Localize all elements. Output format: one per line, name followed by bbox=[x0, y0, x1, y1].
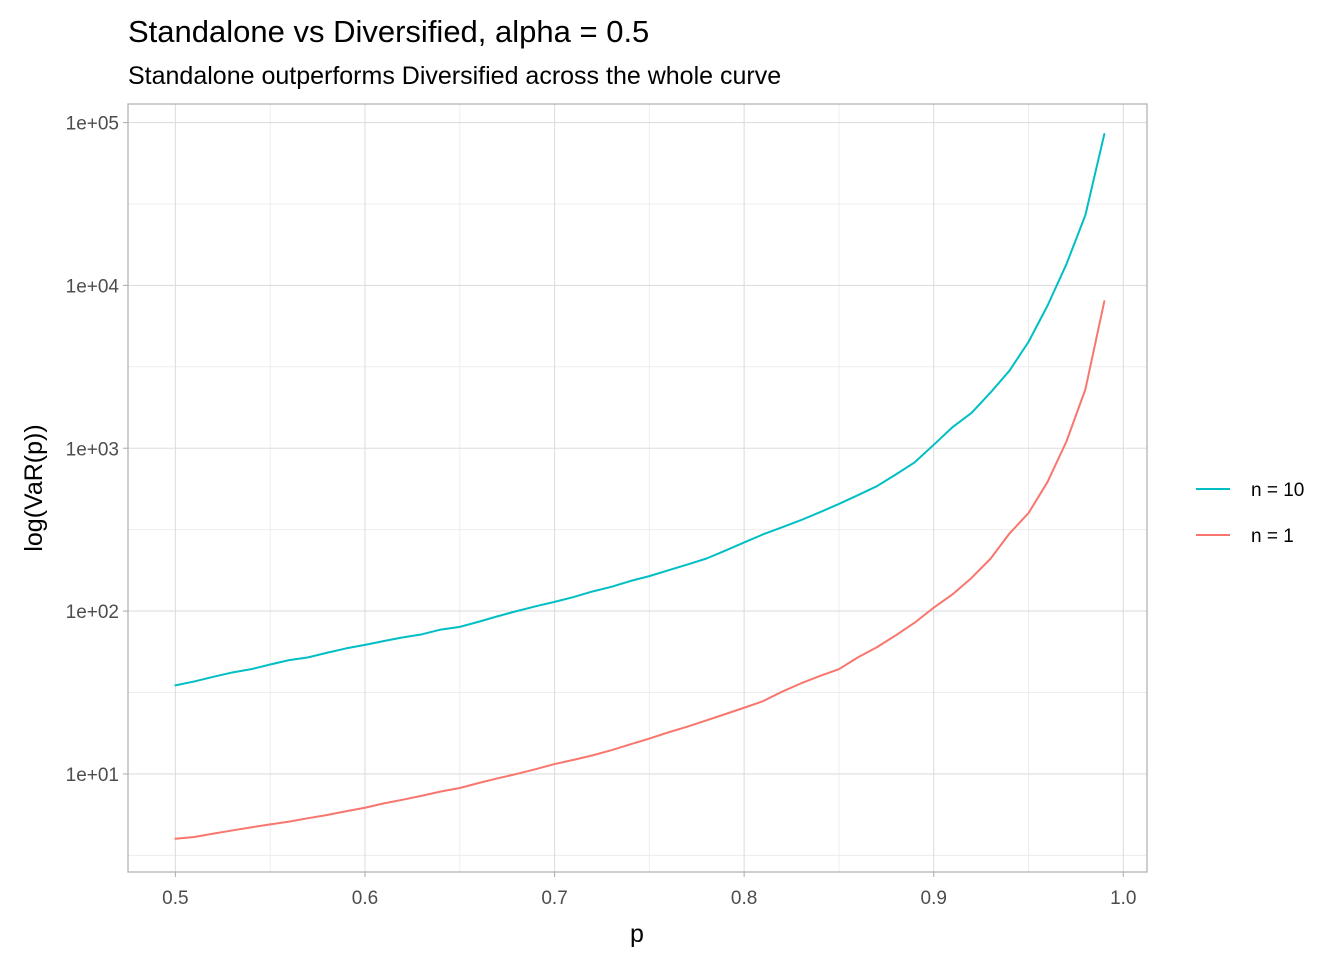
y-tick-label: 1e+04 bbox=[66, 276, 120, 297]
grid-layer bbox=[128, 104, 1147, 872]
chart-title: Standalone vs Diversified, alpha = 0.5 bbox=[128, 14, 649, 49]
y-tick-label: 1e+03 bbox=[66, 439, 119, 460]
x-tick-label: 0.9 bbox=[921, 888, 947, 909]
series-line-n-1 bbox=[174, 300, 1106, 840]
axis-layer: 0.5 0.6 0.7 0.8 0.9 1.0 1e+01 1e+02 1e+03 1e+04 1e… bbox=[66, 114, 1137, 909]
legend: n = 10 n = 1 bbox=[1196, 480, 1304, 547]
legend-label: n = 10 bbox=[1251, 480, 1304, 501]
y-tick-label: 1e+05 bbox=[66, 114, 119, 135]
x-axis-title: p bbox=[630, 920, 644, 948]
x-tick-label: 0.5 bbox=[162, 888, 188, 909]
y-tick-label: 1e+02 bbox=[66, 602, 119, 623]
legend-item: n = 1 bbox=[1196, 526, 1294, 547]
series-line-n-10 bbox=[174, 133, 1106, 687]
y-axis-title: log(VaR(p)) bbox=[20, 424, 48, 551]
panel-border bbox=[127, 103, 1148, 873]
x-tick-label: 0.6 bbox=[352, 888, 378, 909]
x-tick-label: 0.8 bbox=[731, 888, 757, 909]
x-tick-label: 1.0 bbox=[1110, 888, 1136, 909]
legend-item: n = 10 bbox=[1196, 480, 1304, 501]
y-tick-label: 1e+01 bbox=[66, 765, 119, 786]
legend-label: n = 1 bbox=[1251, 526, 1294, 547]
series-layer bbox=[174, 133, 1106, 840]
x-tick-label: 0.7 bbox=[541, 888, 567, 909]
chart-subtitle: Standalone outperforms Diversified acros… bbox=[128, 62, 781, 90]
